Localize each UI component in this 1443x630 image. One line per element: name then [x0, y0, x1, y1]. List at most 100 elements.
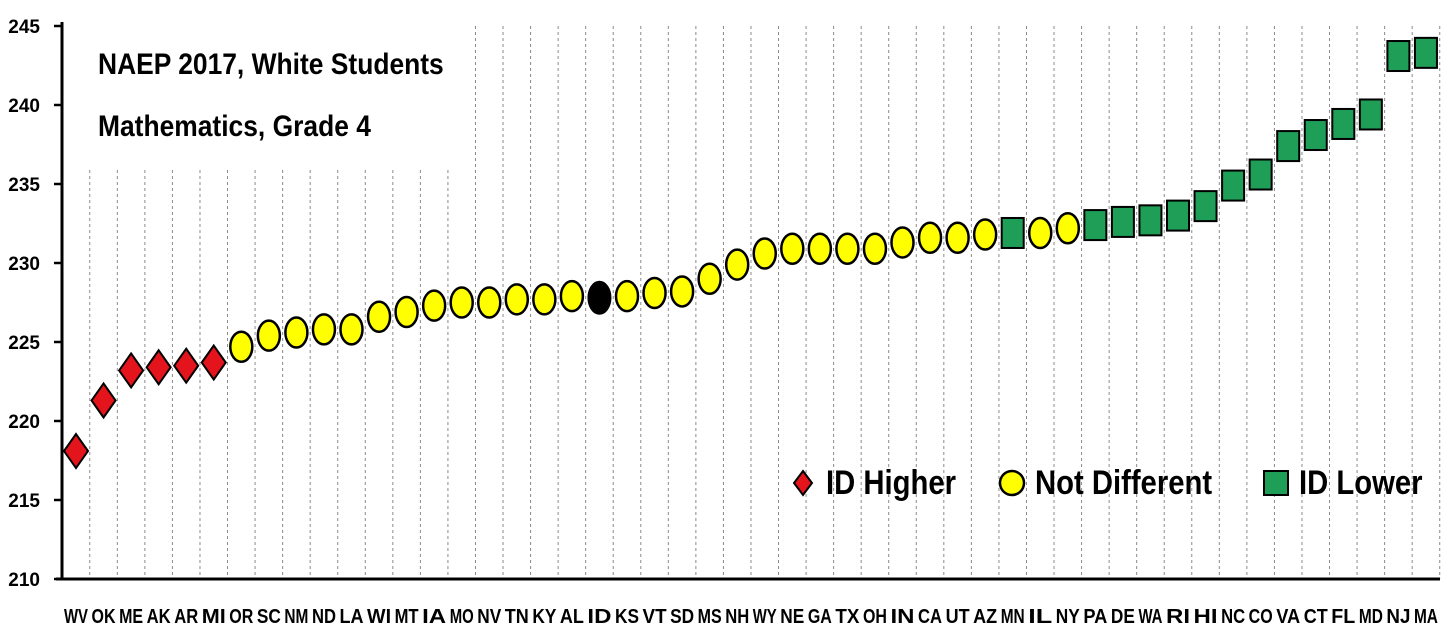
chart-title-line1: NAEP 2017, White Students: [98, 48, 444, 81]
x-tick-label: IL: [1028, 606, 1052, 628]
data-point-same: [697, 262, 722, 296]
data-point-lower: [1276, 130, 1301, 163]
chart-legend: ID Higher Not Different ID Lower: [788, 458, 1443, 508]
x-tick-label: VT: [643, 606, 667, 628]
y-tick-label: 210: [8, 570, 40, 591]
x-tick-label: CO: [1249, 606, 1273, 628]
x-tick-label: WA: [1138, 606, 1162, 628]
data-point-same: [256, 319, 282, 352]
data-point-higher: [200, 343, 227, 382]
data-point-lower: [1358, 98, 1383, 131]
data-point-same: [917, 221, 943, 254]
data-point-lower: [1193, 190, 1218, 223]
data-point-lower: [1083, 209, 1108, 242]
x-tick-label: UT: [946, 606, 970, 628]
data-point-higher: [90, 381, 117, 420]
data-point-lower: [1413, 36, 1438, 69]
data-point-same: [642, 276, 667, 310]
x-tick-label: IN: [891, 606, 915, 628]
y-tick-label: 230: [8, 254, 40, 275]
x-tick-label: MO: [450, 606, 474, 628]
x-tick-label: MD: [1359, 606, 1383, 628]
data-point-same: [339, 313, 364, 346]
data-point-lower: [1386, 40, 1411, 73]
data-point-same: [1055, 211, 1081, 245]
y-tick-label: 215: [8, 491, 40, 512]
x-tick-label: NM: [284, 606, 308, 628]
x-tick-label: AL: [560, 606, 584, 628]
data-point-same: [752, 237, 777, 270]
data-point-same: [1028, 216, 1053, 250]
legend-item-same: Not Different: [997, 464, 1241, 503]
x-tick-label: CA: [918, 606, 942, 628]
data-point-same: [807, 232, 833, 266]
x-tick-label: OK: [92, 606, 116, 628]
legend-circle-icon: [998, 469, 1026, 497]
data-point-lower: [1221, 169, 1246, 202]
x-tick-label: SD: [670, 606, 694, 628]
data-point-lower: [1110, 205, 1135, 238]
x-tick-label: NV: [477, 606, 502, 628]
data-point-same: [614, 279, 640, 313]
x-tick-label: NE: [780, 606, 804, 628]
data-point-same: [669, 275, 695, 308]
data-point-higher: [62, 432, 90, 470]
data-point-higher: [172, 346, 200, 385]
x-tick-label: AZ: [973, 606, 997, 628]
x-tick-label: AK: [147, 606, 171, 628]
x-tick-label: WI: [367, 606, 391, 628]
legend-diamond-icon: [792, 469, 814, 497]
x-tick-label: PA: [1083, 606, 1107, 628]
data-point-same: [421, 289, 447, 322]
x-tick-label: IA: [422, 606, 446, 628]
x-tick-label: WY: [753, 606, 777, 628]
x-tick-label: MI: [202, 606, 226, 628]
data-point-same: [532, 283, 557, 316]
x-tick-label: TX: [835, 606, 860, 628]
data-point-same: [284, 316, 309, 349]
x-tick-label: FL: [1331, 606, 1355, 628]
data-point-lower: [1303, 119, 1328, 152]
x-tick-label: AR: [174, 606, 198, 628]
y-tick-label: 220: [8, 412, 40, 433]
legend-label-same: Not Different: [1035, 463, 1213, 502]
x-tick-label: NC: [1221, 606, 1245, 628]
data-point-lower: [1138, 204, 1163, 237]
data-point-same: [835, 232, 860, 266]
data-point-lower: [1248, 158, 1273, 191]
x-tick-label: TN: [505, 606, 529, 628]
data-point-same: [394, 295, 419, 329]
y-tick-label: 235: [8, 175, 40, 196]
x-tick-label: NJ: [1386, 606, 1410, 628]
x-tick-label: WV: [64, 606, 88, 628]
data-point-higher: [145, 348, 172, 387]
x-tick-label: OR: [229, 606, 253, 628]
data-point-lower: [1000, 216, 1025, 249]
legend-square-icon: [1263, 470, 1290, 496]
x-tick-label: ID: [587, 606, 611, 628]
x-tick-label: CT: [1304, 606, 1328, 628]
data-point-same: [862, 232, 888, 266]
x-tick-label: NY: [1056, 606, 1081, 628]
data-point-same: [890, 226, 915, 259]
x-tick-label: NH: [725, 606, 749, 628]
data-point-same: [724, 248, 750, 281]
legend-label-higher: ID Higher: [826, 463, 956, 502]
legend-item-higher: ID Higher: [788, 464, 977, 503]
x-tick-label: ME: [119, 606, 143, 628]
x-tick-label: ND: [312, 606, 336, 628]
data-point-same: [504, 283, 530, 316]
data-point-same: [366, 300, 392, 333]
data-point-same: [477, 286, 502, 319]
x-tick-label: DE: [1111, 606, 1135, 628]
legend-label-lower: ID Lower: [1299, 463, 1423, 502]
x-tick-label: GA: [808, 606, 832, 628]
x-tick-label: MN: [1001, 606, 1025, 628]
data-point-lower: [1331, 107, 1356, 140]
y-tick-label: 225: [8, 333, 40, 354]
data-point-reference: [587, 280, 612, 315]
data-point-same: [449, 286, 474, 319]
x-tick-label: KS: [615, 606, 639, 628]
y-tick-label: 245: [8, 17, 40, 38]
